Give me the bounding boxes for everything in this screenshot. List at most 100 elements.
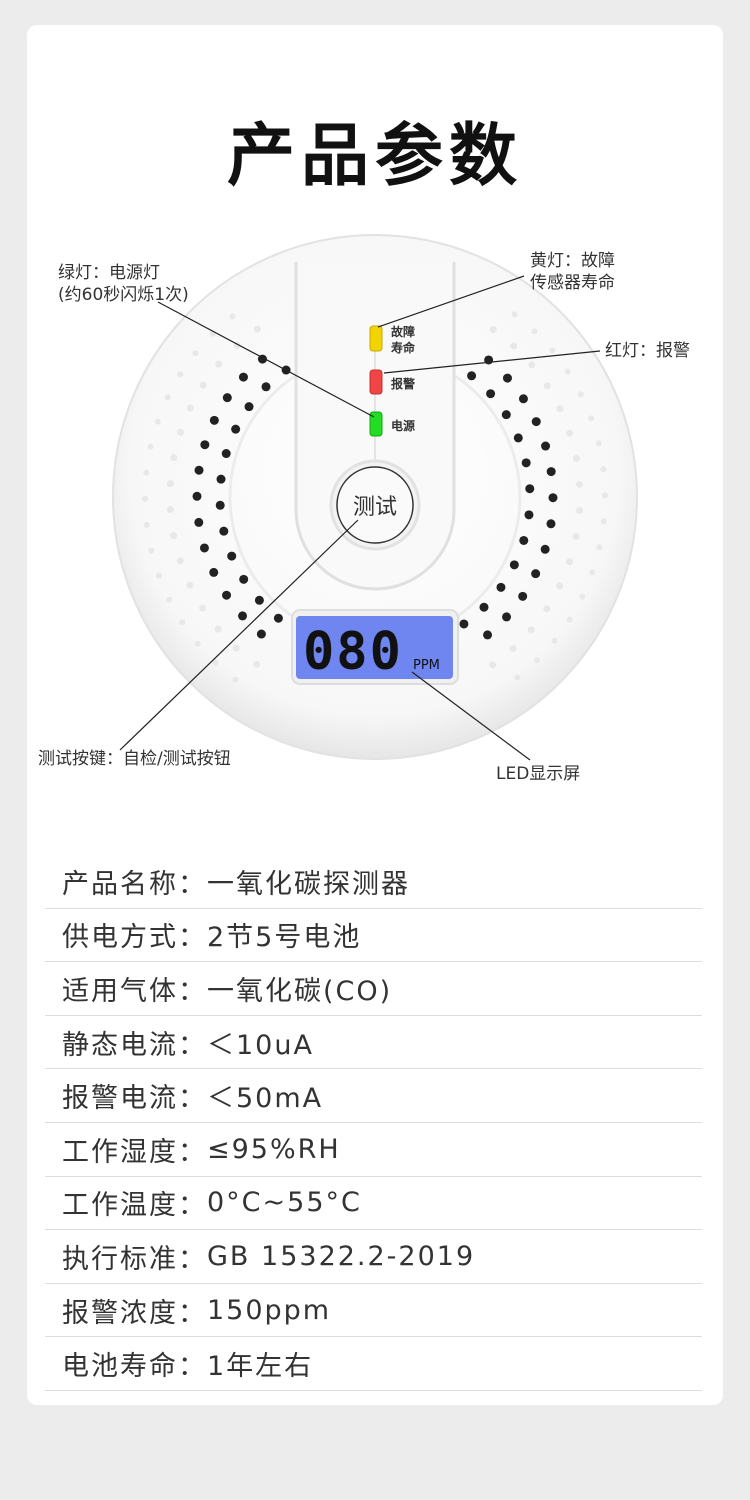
spec-value: GB 15322.2-2019: [207, 1240, 476, 1272]
speaker-hole: [509, 645, 517, 653]
spec-label: 报警电流：: [62, 1083, 207, 1115]
speaker-hole: [194, 517, 204, 527]
alarm-led-label: 报警: [391, 376, 415, 391]
speaker-hole: [238, 372, 248, 382]
speaker-hole: [200, 440, 210, 450]
spec-label: 工作湿度：: [62, 1136, 207, 1168]
spec-label: 适用气体：: [62, 975, 207, 1007]
speaker-hole: [600, 518, 607, 525]
spec-label: 静态电流：: [62, 1029, 207, 1061]
speaker-hole: [572, 532, 580, 540]
speaker-hole: [253, 325, 261, 333]
speaker-hole: [143, 521, 150, 528]
speaker-hole: [548, 493, 558, 503]
speaker-hole: [215, 360, 223, 368]
leader-line-red: [383, 350, 601, 374]
speaker-hole: [596, 544, 603, 551]
speaker-hole: [514, 674, 521, 681]
speaker-hole: [564, 368, 571, 375]
speaker-hole: [489, 661, 497, 669]
speaker-hole: [166, 596, 173, 603]
spec-row: 报警电流： ＜50mA: [45, 1069, 702, 1123]
speaker-hole: [543, 382, 551, 390]
spec-row: 供电方式： 2节5号电池: [45, 909, 702, 963]
speaker-hole: [147, 443, 154, 450]
speaker-hole: [142, 495, 149, 502]
speaker-hole: [253, 660, 261, 668]
speaker-hole: [556, 582, 564, 590]
speaker-hole: [192, 350, 199, 357]
speaker-hole: [589, 569, 596, 576]
speaker-hole: [576, 507, 584, 515]
spec-row: 工作湿度： ≤95%RH: [45, 1123, 702, 1177]
speaker-holes: [142, 311, 608, 683]
leader-line-yellow: [377, 275, 525, 328]
speaker-hole: [502, 612, 512, 622]
speaker-hole: [577, 391, 584, 398]
spec-value: 1年左右: [207, 1351, 314, 1383]
speaker-hole: [486, 389, 496, 399]
speaker-hole: [518, 394, 528, 404]
speaker-hole: [273, 613, 283, 623]
speaker-hole: [588, 415, 595, 422]
speaker-hole: [177, 371, 184, 378]
test-button-label[interactable]: 测试: [353, 495, 397, 520]
speaker-hole: [521, 458, 531, 468]
speaker-hole: [199, 381, 207, 389]
speaker-hole: [232, 644, 240, 652]
speaker-hole: [510, 342, 518, 350]
speaker-hole: [222, 393, 232, 403]
speaker-hole: [546, 519, 556, 529]
callout-green-line: 绿灯：电源灯: [58, 263, 160, 283]
callout-green-line: (约60秒闪烁1次): [58, 285, 189, 305]
speaker-hole: [155, 572, 162, 579]
speaker-hole: [186, 581, 194, 589]
spec-value: 150ppm: [207, 1294, 332, 1326]
speaker-hole: [212, 659, 219, 666]
speaker-hole: [199, 604, 207, 612]
speaker-hole: [231, 424, 241, 434]
speaker-hole: [194, 465, 204, 475]
speaker-hole: [566, 616, 573, 623]
speaker-hole: [534, 657, 541, 664]
spec-value: 2节5号电池: [207, 922, 362, 954]
spec-label: 电池寿命：: [62, 1351, 207, 1383]
speaker-hole: [600, 466, 607, 473]
speaker-hole: [572, 454, 580, 462]
speaker-hole: [479, 602, 489, 612]
speaker-hole: [227, 551, 237, 561]
spec-label: 报警浓度：: [62, 1297, 207, 1329]
spec-value: ＜10uA: [207, 1029, 314, 1061]
spec-label: 工作温度：: [62, 1190, 207, 1222]
speaker-hole: [148, 547, 155, 554]
fault-led-label: 故障: [391, 324, 415, 339]
speaker-hole: [238, 611, 248, 621]
speaker-hole: [467, 371, 477, 381]
speaker-hole: [595, 440, 602, 447]
speaker-hole: [509, 560, 519, 570]
life-led-label: 寿命: [391, 340, 416, 355]
speaker-hole: [489, 326, 497, 334]
speaker-hole: [256, 629, 266, 639]
speaker-hole: [170, 532, 178, 540]
speaker-hole: [543, 605, 551, 613]
speaker-hole: [549, 347, 556, 354]
spec-value: 一氧化碳探测器: [207, 868, 410, 900]
speaker-hole: [551, 637, 558, 644]
spec-row: 执行标准： GB 15322.2-2019: [45, 1230, 702, 1284]
speaker-hole: [239, 574, 249, 584]
speaker-hole: [143, 469, 150, 476]
speaker-hole: [186, 404, 194, 412]
speaker-hole: [170, 454, 178, 462]
spec-value: 0°C~55°C: [207, 1187, 362, 1219]
speaker-hole: [513, 433, 523, 443]
speaker-hole: [192, 491, 202, 501]
spec-row: 适用气体： 一氧化碳(CO): [45, 962, 702, 1016]
speaker-hole: [215, 500, 225, 510]
spec-row: 电池寿命： 1年左右: [45, 1337, 702, 1391]
speaker-hole: [229, 313, 236, 320]
callout-green-led: 绿灯：电源灯 (约60秒闪烁1次): [58, 262, 189, 306]
red-led: [369, 369, 383, 395]
speaker-hole: [556, 405, 564, 413]
test-button[interactable]: [336, 466, 414, 544]
